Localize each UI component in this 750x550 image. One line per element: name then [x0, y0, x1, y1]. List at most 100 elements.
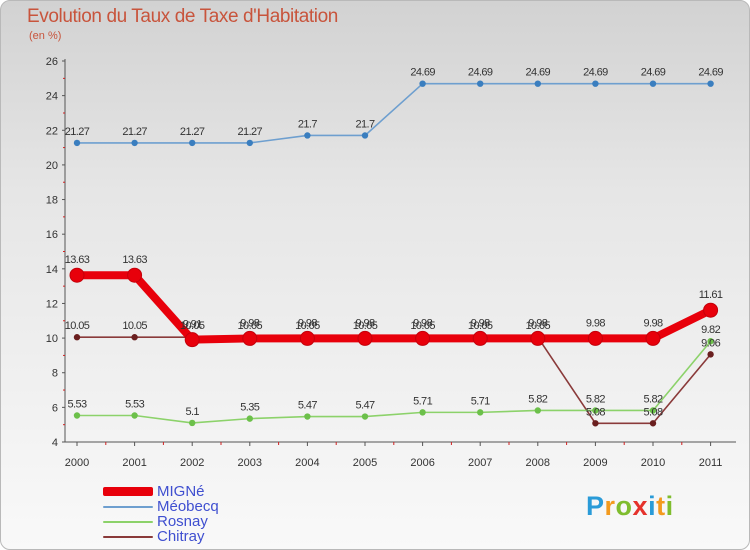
x-tick-label: 2011: [699, 457, 723, 469]
data-point-migne: [703, 302, 719, 318]
legend-label: Chitray: [157, 528, 205, 545]
data-label-rosnay: 5.71: [471, 395, 490, 407]
data-label-meobecq: 24.69: [583, 67, 608, 79]
series-line-meobecq: [76, 82, 712, 144]
x-tick-label: 2000: [65, 457, 89, 469]
data-point-rosnay: [131, 412, 138, 419]
data-label-meobecq: 24.69: [698, 67, 723, 79]
y-unit-label: (en %): [29, 30, 62, 42]
x-tick-label: 2007: [468, 457, 492, 469]
y-tick-label: 12: [46, 298, 58, 310]
data-label-chitray: 10.05: [238, 320, 263, 332]
data-label-meobecq: 21.7: [355, 118, 374, 130]
data-label-rosnay: 5.71: [413, 395, 432, 407]
data-point-meobecq: [189, 139, 196, 147]
logo-letter: o: [615, 491, 633, 521]
data-point-rosnay: [649, 407, 657, 414]
data-label-rosnay: 5.53: [125, 399, 144, 411]
data-point-rosnay: [419, 409, 426, 416]
y-tick-label: 4: [52, 437, 58, 449]
data-label-meobecq: 21.7: [298, 118, 317, 130]
x-tick-label: 2008: [526, 457, 550, 469]
y-tick-label: 18: [46, 195, 58, 207]
data-label-chitray: 5.08: [643, 406, 662, 418]
data-point-meobecq: [304, 132, 311, 139]
data-label-rosnay: 5.35: [240, 402, 259, 414]
data-label-migne: 9.98: [643, 317, 662, 329]
data-point-meobecq: [534, 80, 541, 87]
data-point-migne: [242, 330, 258, 346]
data-point-meobecq: [592, 80, 599, 87]
data-label-rosnay: 5.82: [528, 393, 547, 405]
logo-letter: i: [665, 491, 674, 521]
legend-label: Rosnay: [157, 513, 208, 530]
data-label-chitray: 10.05: [122, 320, 147, 332]
data-label-meobecq: 24.69: [526, 67, 551, 79]
data-point-chitray: [73, 334, 81, 341]
legend-label: Méobecq: [157, 498, 219, 515]
data-label-rosnay: 5.82: [643, 393, 662, 405]
legend-swatch: [103, 535, 153, 538]
data-point-rosnay: [361, 413, 369, 420]
x-tick-label: 2002: [180, 457, 204, 469]
data-point-rosnay: [304, 413, 311, 420]
data-point-migne: [415, 330, 431, 346]
legend-item: MIGNé: [103, 484, 219, 499]
x-tick-label: 2010: [641, 457, 665, 469]
legend-item: Méobecq: [103, 499, 219, 514]
data-label-chitray: 10.05: [65, 320, 90, 332]
data-label-meobecq: 21.27: [65, 126, 90, 138]
chart-title: Evolution du Taux de Taxe d'Habitation: [27, 6, 338, 27]
data-label-migne: 13.63: [65, 254, 90, 266]
data-point-rosnay: [534, 407, 541, 414]
data-label-migne: 9.98: [528, 317, 547, 329]
logo-letter: i: [648, 491, 657, 521]
data-label-migne: 9.98: [298, 317, 317, 329]
data-point-rosnay: [246, 415, 253, 422]
data-point-rosnay: [73, 412, 81, 419]
data-point-rosnay: [592, 407, 599, 414]
y-tick-label: 14: [46, 264, 58, 276]
data-label-meobecq: 21.27: [180, 126, 205, 138]
series-line-migne: [73, 271, 715, 344]
data-label-rosnay: 5.47: [298, 400, 317, 412]
data-label-chitray: 10.05: [180, 320, 205, 332]
x-tick-label: 2009: [583, 457, 607, 469]
y-tick-label: 20: [46, 160, 58, 172]
data-point-migne: [127, 267, 143, 283]
data-point-migne: [184, 332, 200, 348]
x-tick-label: 2006: [410, 457, 434, 469]
data-label-chitray: 10.05: [526, 320, 551, 332]
data-label-chitray: 10.05: [353, 320, 378, 332]
data-label-rosnay: 5.47: [355, 400, 374, 412]
legend-label: MIGNé: [157, 483, 205, 500]
logo-letter: P: [586, 491, 605, 521]
data-point-chitray: [649, 420, 657, 427]
data-point-meobecq: [707, 80, 714, 87]
logo-letter: r: [604, 491, 616, 521]
data-label-migne: 13.63: [122, 254, 147, 266]
data-point-chitray: [131, 334, 138, 341]
data-label-chitray: 5.08: [586, 406, 605, 418]
data-point-migne: [357, 330, 373, 346]
y-tick-label: 10: [46, 333, 58, 345]
data-point-migne: [472, 330, 488, 346]
proxiti-logo: Proxiti: [586, 491, 674, 522]
data-point-migne: [587, 330, 603, 346]
data-label-migne: 9.98: [586, 317, 605, 329]
data-label-rosnay: 5.53: [67, 399, 86, 411]
x-tick-label: 2005: [353, 457, 377, 469]
legend: MIGNé Méobecq Rosnay Chitray: [103, 484, 219, 544]
data-label-migne: 9.98: [355, 317, 374, 329]
data-label-rosnay: 5.82: [586, 393, 605, 405]
x-tick-label: 2003: [238, 457, 262, 469]
data-label-meobecq: 21.27: [238, 126, 263, 138]
data-label-meobecq: 21.27: [122, 126, 147, 138]
data-point-migne: [69, 267, 85, 283]
logo-letter: x: [632, 491, 649, 521]
logo-letter: t: [656, 491, 666, 521]
legend-item: Chitray: [103, 529, 219, 544]
legend-swatch: [103, 505, 153, 508]
data-label-chitray: 10.05: [410, 320, 435, 332]
